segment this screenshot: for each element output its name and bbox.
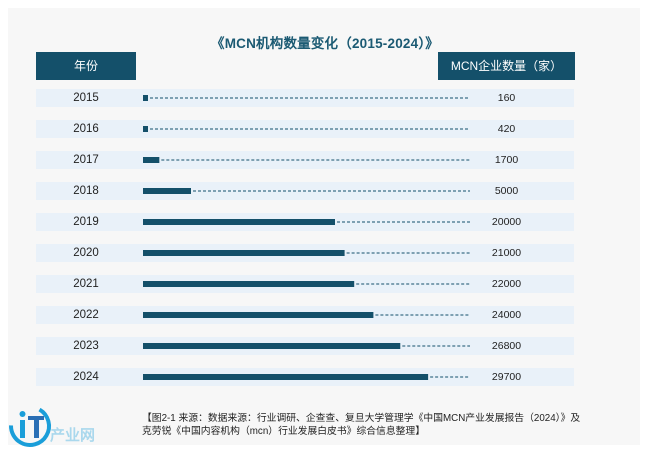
bar-2018 (143, 188, 191, 194)
year-label: 2018 (73, 185, 99, 197)
caption-line-1: 【图2-1 来源：数据来源：行业调研、企查查、复旦大学管理学《中国MCN产业发展… (142, 413, 581, 424)
iT-logo-icon: 产业网 (8, 405, 95, 447)
bar-2015 (143, 95, 148, 101)
year-column-header: 年份 (36, 52, 136, 80)
bar-2019 (143, 219, 335, 225)
year-label: 2016 (73, 123, 99, 135)
bar-2021 (143, 281, 355, 287)
bar-chart-svg (143, 95, 470, 380)
value-label: 20000 (491, 216, 522, 228)
value-label: 24000 (491, 309, 522, 321)
value-label: 1700 (494, 154, 519, 166)
logo-text: 产业网 (50, 426, 95, 444)
value-label: 21000 (491, 247, 522, 259)
bar-2023 (143, 343, 401, 349)
year-label: 2019 (73, 216, 99, 228)
bar-2016 (143, 126, 148, 132)
caption-line-2: 克劳锐《中国内容机构（mcn）行业发展白皮书》综合信息整理】 (142, 426, 426, 437)
bar-2022 (143, 312, 374, 318)
bar-2017 (143, 157, 160, 163)
year-label: 2023 (73, 340, 99, 352)
count-column-header: MCN企业数量（家） (438, 52, 575, 80)
year-label: 2015 (73, 92, 99, 104)
value-label: 420 (497, 123, 516, 135)
value-label: 26800 (491, 340, 522, 352)
chart-title: 《MCN机构数量变化（2015-2024）》 (211, 36, 439, 51)
source-caption: 【图2-1 来源：数据来源：行业调研、企查查、复旦大学管理学《中国MCN产业发展… (142, 412, 622, 438)
bar-2020 (143, 250, 345, 256)
year-label: 2021 (73, 278, 99, 290)
value-label: 160 (497, 92, 516, 104)
row-background (36, 151, 574, 169)
year-label: 2024 (73, 371, 99, 383)
value-label: 29700 (491, 371, 522, 383)
year-label: 2017 (73, 154, 99, 166)
year-label: 2022 (73, 309, 99, 321)
value-label: 22000 (491, 278, 522, 290)
chart-rows: 2015 160 2016 420 2017 1700 2018 5000 2019 20000 2… (36, 89, 574, 386)
value-label: 5000 (494, 185, 519, 197)
bar-2024 (143, 374, 429, 380)
year-label: 2020 (73, 247, 99, 259)
